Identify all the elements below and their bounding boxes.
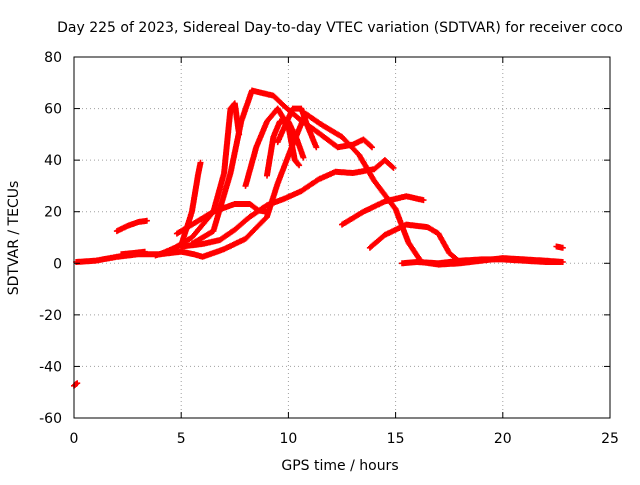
- tick-labels: 0 5 10 15 20 25 -60 -40 -20 0 20 40 60 80: [39, 50, 619, 447]
- series-arc-15: [399, 256, 564, 267]
- series-arc-7: [178, 157, 397, 250]
- data-marks: [553, 243, 566, 251]
- plot-frame: [73, 56, 611, 419]
- series-arc-4: [118, 248, 148, 258]
- series-arc-16: [553, 243, 566, 251]
- data-marks: [339, 193, 427, 228]
- y-tick-label: -40: [39, 359, 62, 375]
- x-tick-label: 25: [601, 431, 619, 447]
- data-marks: [274, 105, 320, 151]
- x-tick-label: 15: [387, 431, 405, 447]
- y-tick-label: 80: [44, 50, 62, 66]
- x-axis-title: GPS time / hours: [281, 458, 398, 474]
- y-tick-label: 20: [44, 205, 62, 221]
- series-arc-9: [188, 87, 375, 247]
- y-tick-label: 60: [44, 102, 62, 118]
- x-tick-label: 5: [177, 431, 186, 447]
- y-axis-title: SDTVAR / TECUs: [6, 181, 22, 296]
- y-tick-label: -60: [39, 411, 62, 427]
- x-tick-label: 20: [494, 431, 512, 447]
- data-marks: [399, 256, 564, 267]
- series-arc-13: [339, 193, 427, 228]
- data-marks: [118, 248, 148, 258]
- x-tick-label: 10: [279, 431, 297, 447]
- data-marks: [366, 221, 463, 265]
- y-tick-label: -20: [39, 308, 62, 324]
- data-marks: [178, 157, 397, 250]
- axis-ticks: [73, 56, 611, 419]
- x-tick-label: 0: [70, 431, 79, 447]
- series-arc-14: [366, 221, 463, 265]
- data-marks: [264, 118, 307, 179]
- data-marks: [188, 87, 375, 247]
- series-arc-11: [264, 118, 307, 179]
- series-arc-12: [274, 105, 320, 151]
- series-arc-3: [113, 217, 150, 235]
- data-marks: [113, 217, 150, 235]
- y-tick-label: 0: [53, 256, 62, 272]
- y-tick-label: 40: [44, 153, 62, 169]
- chart-title: Day 225 of 2023, Sidereal Day-to-day VTE…: [57, 20, 623, 36]
- data-series: [71, 87, 566, 389]
